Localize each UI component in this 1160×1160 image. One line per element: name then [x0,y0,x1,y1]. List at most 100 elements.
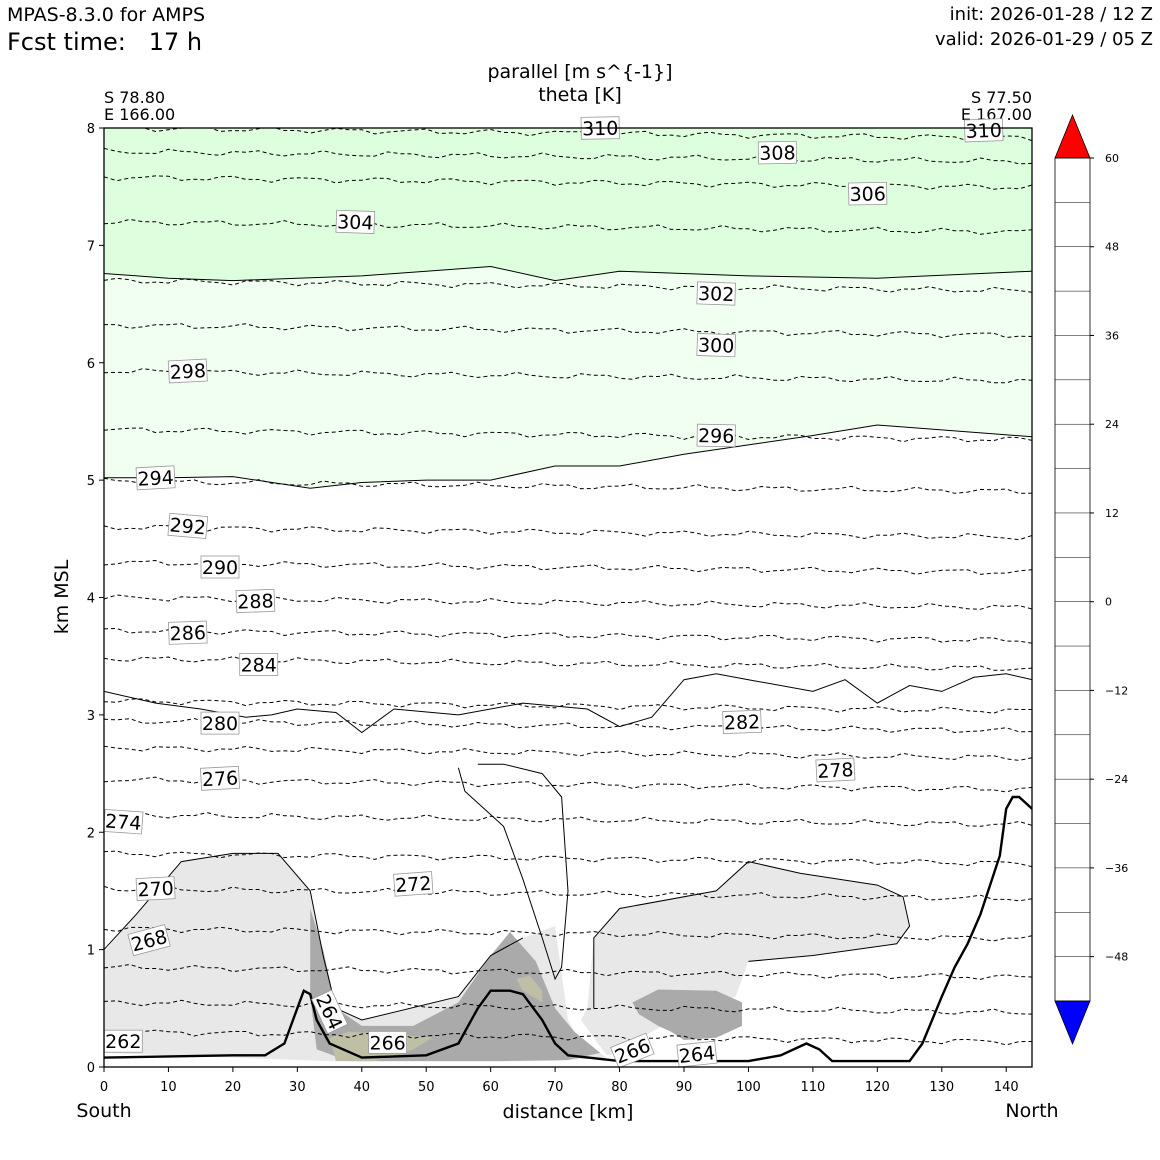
wind-contour-1 [104,424,1032,489]
contour-label-box [200,765,240,791]
contour-label-text: 262 [105,1031,141,1053]
contour-label-box [368,1031,408,1054]
contour-label: 284 [239,653,279,676]
contour-label-text: 274 [104,810,142,834]
contour-label: 270 [135,876,176,902]
theta-isoline-292 [104,524,1032,541]
contour-label-box [167,358,208,384]
x-tick-label: 40 [354,1080,371,1095]
contour-label-box [135,876,176,901]
contour-label-text: 272 [395,873,433,897]
colorbar-under-arrow [1054,1000,1091,1046]
contour-label-box [722,709,762,734]
contour-label-text: 288 [237,590,274,613]
contour-label: 288 [235,588,276,614]
y-tick-label: 5 [87,474,95,489]
contour-label-box [200,711,240,735]
forecast-time: Fcst time: 17 h [7,28,202,56]
contour-label-text: 284 [241,654,277,676]
contour-label: 262 [103,1029,143,1053]
contour-label-text: 270 [137,878,174,902]
wind-contour-3 [104,673,1032,734]
contour-label-box [393,871,434,897]
colorbar-frame [1054,157,1091,1002]
filled-region-parallel-upper-band [104,128,1032,281]
y-tick-label: 8 [87,122,95,137]
x-tick-label: 20 [225,1080,242,1095]
contour-label-text: 282 [724,711,761,734]
contour-label-text: 296 [698,425,735,448]
colorbar-tick-label: 24 [1105,418,1119,431]
model-title: MPAS-8.3.0 for AMPS [7,4,206,26]
x-tick-label: 140 [994,1080,1019,1095]
theta-isoline-296 [104,427,1032,443]
contour-label-text: 286 [169,622,206,645]
x-axis-label: distance [km] [503,1101,634,1123]
contour-label-text: 280 [202,713,238,735]
x-tick-label: 70 [547,1080,564,1095]
x-tick-label: 30 [289,1080,306,1095]
north-end-label: North [1005,1100,1058,1122]
init-time: init: 2026-01-28 / 12 Z [949,4,1153,25]
colorbar-tick-label: 36 [1105,329,1119,342]
contour-label: 274 [103,808,144,835]
contour-label: 306 [848,181,888,206]
contour-label-box [610,1032,655,1069]
forecast-time-value: 17 h [148,28,203,56]
contour-label: 292 [167,512,209,539]
contour-label-text: 300 [698,334,735,357]
filled-region-parallel-18-24-right [632,989,742,1040]
wind-contour-6 [593,861,911,1009]
colorbar-tick-label: 60 [1105,152,1119,165]
x-tick-label: 0 [100,1080,108,1095]
contour-label: 290 [200,555,240,579]
y-tick-label: 6 [87,357,95,372]
forecast-time-label: Fcst time: [7,28,126,56]
contour-label: 310 [963,118,1004,143]
contour-label-text: 294 [137,467,174,491]
theta-isoline-302 [104,277,1032,293]
colorbar-tick-label: 12 [1105,507,1119,520]
contour-label: 276 [200,765,240,791]
theta-isoline-268 [104,926,1032,942]
theta-isoline-298 [104,368,1032,384]
theta-isoline-300 [104,323,1032,339]
contour-label-box [815,757,856,783]
wind-contour-2 [104,265,1032,282]
theta-isoline-278 [104,745,1032,761]
contour-label-text: 264 [678,1042,716,1068]
contour-label-box [757,140,797,165]
contour-label: 302 [696,281,736,306]
theta-isoline-286 [104,627,1032,644]
contour-label: 308 [757,140,797,165]
x-tick-label: 100 [736,1080,761,1095]
contour-label-box [127,924,171,957]
contour-label-box [135,465,176,491]
chart-title-wind: parallel [m s^{-1}] [487,61,672,83]
colorbar-tick-label: −12 [1105,684,1128,697]
y-tick-label: 0 [87,1061,95,1076]
contour-label-box [848,181,888,206]
theta-isoline-294 [104,477,1032,494]
y-axis-label: km MSL [51,559,73,634]
colorbar: 60 48 36 24 12 0 −12 −24 −36 −48 [1054,113,1128,1046]
theta-isoline-310 [104,128,1032,142]
contour-label: 304 [335,209,376,235]
contour-label-box [167,512,209,539]
contour-label: 298 [167,358,208,384]
theta-isoline-276 [104,776,1032,793]
contour-label-text: 278 [817,759,854,783]
x-tick-label: 110 [800,1080,825,1095]
contour-label-box [696,423,736,448]
left-point-lat: S 78.80 [104,88,165,107]
left-point-lon: E 166.00 [104,105,175,124]
south-end-label: South [76,1100,131,1122]
contour-label-box [235,588,276,614]
theta-isoline-308 [104,147,1032,165]
x-tick-label: 80 [611,1080,628,1095]
theta-isoline-282 [104,698,1032,714]
wind-contour-4 [457,763,569,981]
contour-label-box [239,653,279,676]
y-tick-label: 4 [87,592,95,607]
